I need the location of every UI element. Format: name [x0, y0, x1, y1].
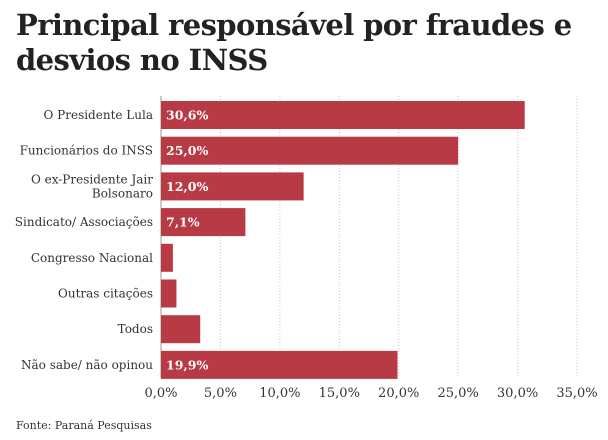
bar: [161, 101, 525, 129]
category-label: O ex-Presidente Jair Bolsonaro: [31, 172, 153, 200]
gridlines: [160, 96, 578, 378]
category-label: Todos: [118, 322, 153, 336]
x-tick-label: 25,0%: [437, 386, 478, 401]
x-tick-label: 5,0%: [204, 386, 237, 401]
x-tick-label: 0,0%: [144, 386, 177, 401]
x-tick-label: 30,0%: [497, 386, 538, 401]
category-labels: O Presidente Lula Funcionários do INSS O e…: [15, 108, 153, 372]
category-label: Congresso Nacional: [31, 251, 153, 265]
bar: [161, 279, 177, 308]
category-label: O Presidente Lula: [44, 108, 154, 122]
data-label: 19,9%: [166, 357, 208, 372]
bar: [161, 172, 304, 201]
bars: [161, 101, 525, 379]
category-label: Sindicato/ Associações: [15, 215, 153, 229]
x-tick-label: 35,0%: [556, 386, 597, 401]
category-label: Outras citações: [58, 287, 153, 301]
bar: [161, 243, 173, 272]
bar: [161, 208, 246, 237]
data-labels: 30,6% 25,0% 12,0% 7,1% 19,9%: [166, 108, 208, 373]
x-tick-label: 15,0%: [319, 386, 360, 401]
data-label: 30,6%: [166, 108, 208, 123]
data-label: 25,0%: [166, 143, 208, 158]
chart-title: Principal responsável por fraudes e desv…: [16, 8, 572, 77]
bar: [161, 136, 459, 165]
category-label: Funcionários do INSS: [20, 144, 153, 158]
data-label: 12,0%: [166, 179, 208, 194]
x-tick-label: 10,0%: [259, 386, 300, 401]
x-axis-ticks: 0,0% 5,0% 10,0% 15,0% 20,0% 25,0% 30,0% 35,0%: [144, 386, 597, 401]
bar: [161, 350, 398, 379]
data-label: 7,1%: [166, 215, 200, 230]
source-note: Fonte: Paraná Pesquisas: [16, 419, 152, 432]
x-tick-label: 20,0%: [378, 386, 419, 401]
bar: [161, 315, 201, 344]
category-label: Não sabe/ não opinou: [21, 358, 153, 372]
